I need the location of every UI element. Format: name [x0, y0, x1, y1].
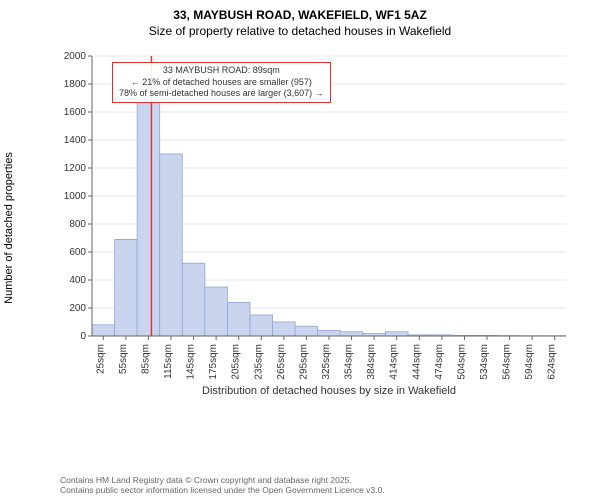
svg-text:1200: 1200	[64, 163, 87, 174]
svg-text:265sqm: 265sqm	[276, 344, 287, 380]
svg-text:115sqm: 115sqm	[163, 344, 174, 379]
svg-text:1000: 1000	[64, 191, 87, 202]
histogram-chart: 0 200 400 600 800 1000 1200 1400 1600 1800 2000 25s…	[60, 48, 570, 408]
svg-text:0: 0	[80, 331, 86, 342]
y-axis-label: Number of detached properties	[3, 152, 15, 304]
annotation-line1: 33 MAYBUSH ROAD: 89sqm	[119, 65, 324, 77]
svg-text:354sqm: 354sqm	[344, 344, 355, 380]
annotation-line3: 78% of semi-detached houses are larger (…	[119, 88, 324, 100]
svg-text:594sqm: 594sqm	[524, 344, 535, 380]
page-title: 33, MAYBUSH ROAD, WAKEFIELD, WF1 5AZ	[0, 8, 600, 22]
annotation-line2: ← 21% of detached houses are smaller (95…	[119, 77, 324, 89]
svg-text:444sqm: 444sqm	[411, 344, 422, 380]
svg-text:235sqm: 235sqm	[253, 344, 264, 380]
credits-line1: Contains HM Land Registry data © Crown c…	[60, 475, 385, 486]
svg-text:1400: 1400	[64, 135, 87, 146]
svg-text:85sqm: 85sqm	[140, 344, 151, 374]
svg-text:175sqm: 175sqm	[208, 344, 219, 380]
y-axis-label-container: Number of detached properties	[2, 48, 22, 408]
svg-text:534sqm: 534sqm	[479, 344, 490, 380]
svg-text:414sqm: 414sqm	[389, 344, 400, 380]
svg-text:2000: 2000	[64, 51, 87, 62]
svg-text:384sqm: 384sqm	[366, 344, 377, 380]
svg-text:600: 600	[69, 247, 86, 258]
svg-text:1600: 1600	[64, 107, 87, 118]
credits-block: Contains HM Land Registry data © Crown c…	[60, 475, 385, 496]
svg-text:200: 200	[69, 303, 86, 314]
svg-text:25sqm: 25sqm	[95, 344, 106, 374]
svg-text:295sqm: 295sqm	[298, 344, 309, 380]
svg-text:800: 800	[69, 219, 86, 230]
credits-line2: Contains public sector information licen…	[60, 485, 385, 496]
marker-annotation: 33 MAYBUSH ROAD: 89sqm ← 21% of detached…	[112, 62, 331, 103]
svg-text:55sqm: 55sqm	[118, 344, 129, 374]
svg-text:1800: 1800	[64, 79, 87, 90]
svg-text:504sqm: 504sqm	[456, 344, 467, 380]
svg-text:145sqm: 145sqm	[186, 344, 197, 380]
svg-text:474sqm: 474sqm	[434, 344, 445, 380]
svg-text:205sqm: 205sqm	[231, 344, 242, 380]
svg-text:325sqm: 325sqm	[321, 344, 332, 380]
page-subtitle: Size of property relative to detached ho…	[0, 24, 600, 38]
svg-text:624sqm: 624sqm	[547, 344, 558, 380]
svg-text:400: 400	[69, 275, 86, 286]
svg-text:564sqm: 564sqm	[502, 344, 513, 380]
svg-text:Distribution of detached house: Distribution of detached houses by size …	[202, 385, 456, 397]
